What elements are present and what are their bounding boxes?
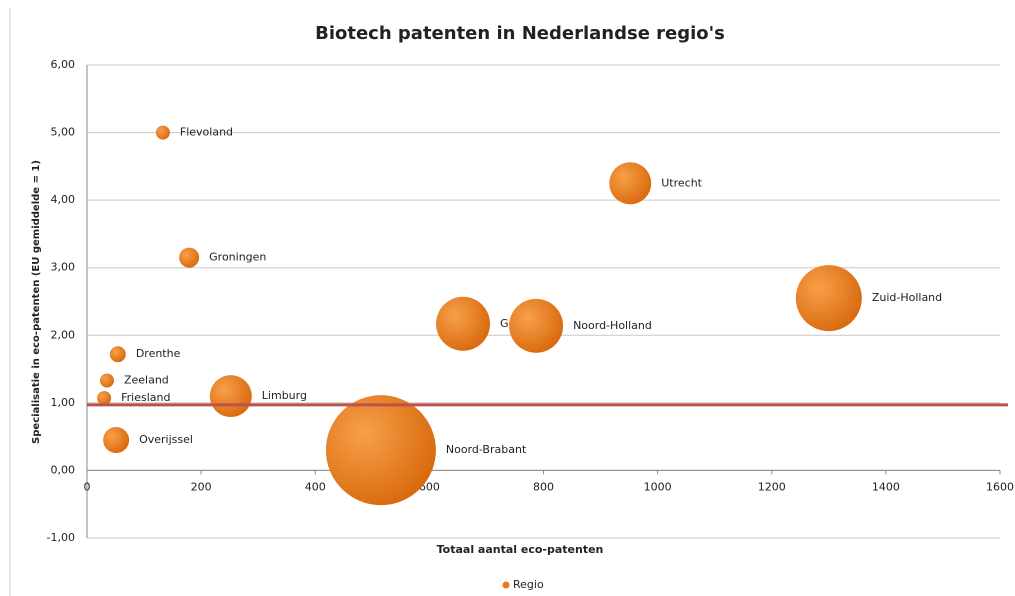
bubble [509, 298, 564, 353]
x-tick-label: 1000 [644, 480, 672, 493]
legend-label: Regio [513, 578, 544, 591]
chart-title: Biotech patenten in Nederlandse regio's [315, 23, 725, 44]
x-tick-label: 800 [533, 480, 554, 493]
x-axis-title: Totaal aantal eco-patenten [437, 543, 604, 556]
x-tick-label: 200 [191, 480, 212, 493]
bubble [103, 427, 130, 454]
bubble [609, 162, 652, 205]
point-label: Noord-Holland [573, 319, 652, 332]
point-label: Friesland [121, 391, 170, 404]
x-tick-label: 400 [305, 480, 326, 493]
bubble [109, 346, 126, 363]
point-label: Limburg [262, 389, 307, 402]
bubble [209, 375, 252, 418]
point-label: Groningen [209, 251, 266, 264]
point-label: Noord-Brabant [446, 443, 527, 456]
y-tick-label: 6,00 [51, 58, 76, 71]
bubble [155, 125, 170, 140]
y-tick-label: 2,00 [51, 328, 76, 341]
y-tick-label: 1,00 [51, 396, 76, 409]
x-tick-label: 0 [84, 480, 91, 493]
point-label: Zeeland [124, 374, 169, 387]
y-tick-label: 3,00 [51, 261, 76, 274]
x-tick-label: 1400 [872, 480, 900, 493]
x-tick-label: 1200 [758, 480, 786, 493]
bubble [179, 247, 200, 268]
legend-marker [502, 581, 510, 589]
point-label: Zuid-Holland [872, 291, 942, 304]
point-label: Overijssel [139, 433, 193, 446]
point-label: Utrecht [661, 176, 702, 189]
y-tick-label: 4,00 [51, 193, 76, 206]
y-axis-title: Specialisatie in eco-patenten (EU gemidd… [31, 160, 42, 444]
bubble [99, 373, 114, 388]
point-label: Drenthe [136, 347, 181, 360]
y-tick-label: 0,00 [51, 463, 76, 476]
bubble [97, 391, 112, 406]
bubble [325, 395, 436, 506]
y-tick-label: 5,00 [51, 126, 76, 139]
y-tick-label: -1,00 [47, 531, 75, 544]
bubble [795, 265, 862, 332]
point-label: Flevoland [180, 126, 233, 139]
x-tick-label: 1600 [986, 480, 1014, 493]
bubble [436, 296, 491, 351]
